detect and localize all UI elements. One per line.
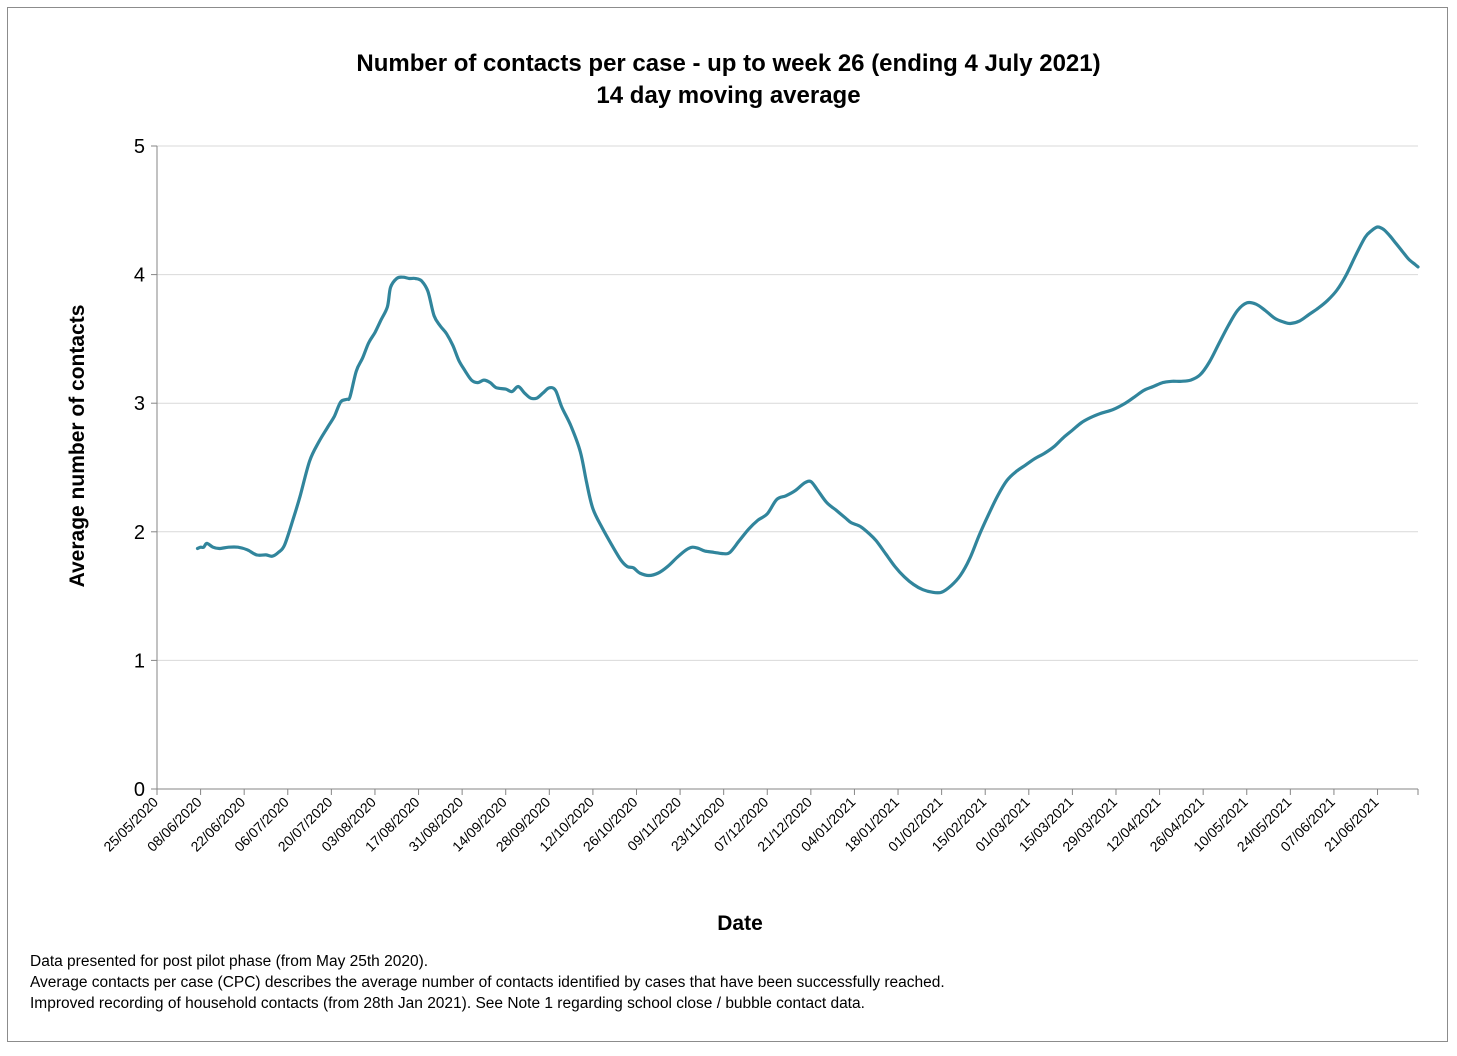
- y-tick-label: 2: [134, 522, 145, 544]
- chart-title: Number of contacts per case - up to week…: [356, 50, 1101, 77]
- gridlines: [157, 145, 1418, 661]
- y-tick-label: 4: [134, 265, 145, 287]
- chart-title-block: Number of contacts per case - up to week…: [0, 48, 1457, 112]
- chart-subtitle: 14 day moving average: [596, 82, 861, 109]
- x-axis-label: Date: [717, 912, 763, 935]
- footnote-1: Data presented for post pilot phase (fro…: [30, 953, 429, 970]
- series-group: [195, 225, 1420, 595]
- y-tick-label: 1: [134, 650, 145, 672]
- y-axis-ticks: 0 1 2 3 4 5: [134, 136, 157, 801]
- y-tick-label: 3: [134, 393, 145, 415]
- chart-frame: [7, 7, 1448, 1042]
- y-tick-label: 5: [134, 136, 145, 158]
- footnote-2: Average contacts per case (CPC) describe…: [30, 974, 945, 991]
- x-axis-ticks: 25/05/202008/06/202022/06/202006/07/2020…: [100, 789, 1419, 855]
- series-line-0: [195, 225, 1420, 595]
- footnote-3: Improved recording of household contacts…: [30, 995, 865, 1012]
- footnotes: Data presented for post pilot phase (fro…: [30, 951, 945, 1014]
- axes: [156, 146, 1418, 790]
- y-tick-label: 0: [134, 779, 145, 801]
